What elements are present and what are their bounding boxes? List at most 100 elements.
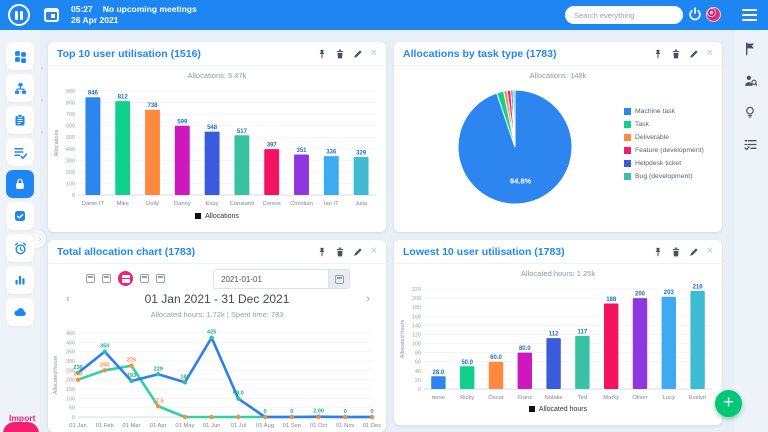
period-quarter-icon[interactable] [140, 274, 149, 283]
menu-icon[interactable] [742, 9, 757, 23]
search-input[interactable] [565, 6, 683, 24]
svg-text:Ricky: Ricky [460, 395, 474, 401]
svg-text:275: 275 [127, 358, 136, 364]
delete-icon[interactable] [671, 247, 681, 257]
prev-range-arrow[interactable]: ‹ [66, 293, 70, 305]
sidebar-item-projects[interactable]: › [6, 106, 43, 136]
next-range-arrow[interactable]: › [366, 293, 370, 305]
legend-label: Allocations [205, 213, 239, 220]
sidebar-item-reports[interactable] [6, 266, 34, 294]
svg-text:600: 600 [66, 124, 75, 130]
legend-item[interactable]: Feature (development) [624, 147, 704, 154]
svg-text:150: 150 [66, 387, 75, 393]
svg-text:900: 900 [66, 89, 75, 95]
svg-text:112: 112 [549, 332, 559, 338]
pin-icon[interactable] [317, 49, 327, 59]
avatar[interactable] [706, 7, 721, 22]
svg-text:Allocated hours: Allocated hours [53, 356, 59, 395]
date-input[interactable] [213, 269, 328, 289]
chevron-right-icon: › [41, 97, 44, 104]
svg-text:400: 400 [66, 147, 75, 153]
close-icon[interactable]: × [370, 47, 377, 59]
svg-text:80.0: 80.0 [519, 346, 531, 352]
svg-text:Oscar: Oscar [488, 395, 504, 401]
delete-icon[interactable] [671, 49, 681, 59]
pin-icon[interactable] [653, 49, 663, 59]
legend-item[interactable]: Machine task [624, 108, 704, 115]
allocation-stats: Allocated hours: 1.72k | Spent time: 783 [150, 310, 284, 319]
card-allocations-by-task-type: Allocations by task type (1783) × Alloca… [394, 42, 722, 232]
svg-text:100: 100 [412, 342, 421, 348]
app-logo-icon[interactable] [8, 4, 30, 26]
close-icon[interactable]: × [706, 245, 713, 257]
pin-icon[interactable] [317, 247, 327, 257]
sidebar-item-task-list[interactable] [6, 138, 34, 166]
legend-swatch [624, 160, 631, 167]
svg-text:01 Jan: 01 Jan [69, 423, 86, 429]
svg-text:180: 180 [412, 305, 421, 311]
legend-item[interactable]: Deliverable [624, 134, 704, 141]
svg-text:738: 738 [147, 103, 158, 109]
legend-swatch [195, 213, 202, 219]
svg-text:336: 336 [326, 150, 337, 156]
legend-item[interactable]: Helpdesk ticket [624, 160, 704, 167]
calendar-icon[interactable] [44, 8, 59, 22]
svg-text:Natalie: Natalie [545, 395, 563, 401]
import-button[interactable] [3, 422, 39, 432]
svg-text:140: 140 [412, 323, 421, 329]
legend-label: Machine task [635, 108, 676, 115]
chart-subtitle: Allocations: 5.47k [187, 71, 247, 80]
svg-text:Julia: Julia [355, 201, 368, 207]
chevron-right-icon: › [41, 129, 44, 136]
add-button[interactable]: + [715, 390, 742, 417]
svg-text:Connie: Connie [263, 201, 281, 207]
import-label[interactable]: Import [9, 413, 36, 423]
period-year-icon[interactable] [156, 274, 165, 283]
svg-text:397: 397 [267, 143, 278, 149]
svg-text:Ted: Ted [578, 395, 587, 401]
sidebar-item-cloud[interactable] [6, 298, 34, 326]
period-day-icon[interactable] [86, 274, 95, 283]
edit-icon[interactable] [689, 49, 699, 59]
sidebar-item-timer[interactable] [6, 234, 34, 262]
svg-text:Constanti: Constanti [230, 201, 255, 207]
checklist-icon[interactable] [744, 138, 757, 156]
delete-icon[interactable] [335, 247, 345, 257]
sidebar-item-security[interactable] [6, 170, 34, 198]
edit-icon[interactable] [689, 247, 699, 257]
legend-item[interactable]: Bug (development) [624, 173, 704, 180]
sidebar-item-approvals[interactable] [6, 202, 34, 230]
date-picker-button[interactable] [328, 269, 350, 289]
close-icon[interactable]: × [706, 47, 713, 59]
period-month-icon-active[interactable] [118, 271, 133, 286]
sidebar-item-dashboard[interactable]: › [6, 42, 43, 72]
svg-text:01 Oct: 01 Oct [310, 423, 327, 429]
lightbulb-icon[interactable] [744, 106, 756, 124]
pin-icon[interactable] [653, 247, 663, 257]
svg-text:812: 812 [118, 95, 129, 101]
svg-text:Marky: Marky [603, 395, 619, 401]
legend-item[interactable]: Task [624, 121, 704, 128]
period-week-icon[interactable] [102, 274, 111, 283]
edit-icon[interactable] [353, 247, 363, 257]
chart-subtitle: Allocations: 148k [529, 71, 587, 80]
user-search-icon[interactable] [744, 74, 758, 92]
svg-text:60: 60 [415, 360, 421, 366]
period-selector [86, 271, 165, 286]
svg-text:100: 100 [66, 396, 75, 402]
sidebar-collapse-handle[interactable]: › [34, 230, 46, 248]
svg-text:0: 0 [290, 409, 293, 415]
svg-text:Easy: Easy [206, 201, 219, 207]
close-icon[interactable]: × [370, 245, 377, 257]
sidebar-item-workflow[interactable]: › [6, 74, 43, 104]
right-sidebar [734, 30, 768, 432]
card-title: Lowest 10 user utilisation (1783) [403, 245, 565, 258]
svg-text:250: 250 [66, 368, 75, 374]
power-icon[interactable] [688, 7, 702, 26]
svg-text:01 Aug: 01 Aug [256, 423, 274, 429]
svg-text:0: 0 [72, 193, 75, 199]
date-range-label: 01 Jan 2021 - 31 Dec 2021 [144, 292, 290, 306]
edit-icon[interactable] [353, 49, 363, 59]
flag-icon[interactable] [744, 42, 757, 60]
delete-icon[interactable] [335, 49, 345, 59]
